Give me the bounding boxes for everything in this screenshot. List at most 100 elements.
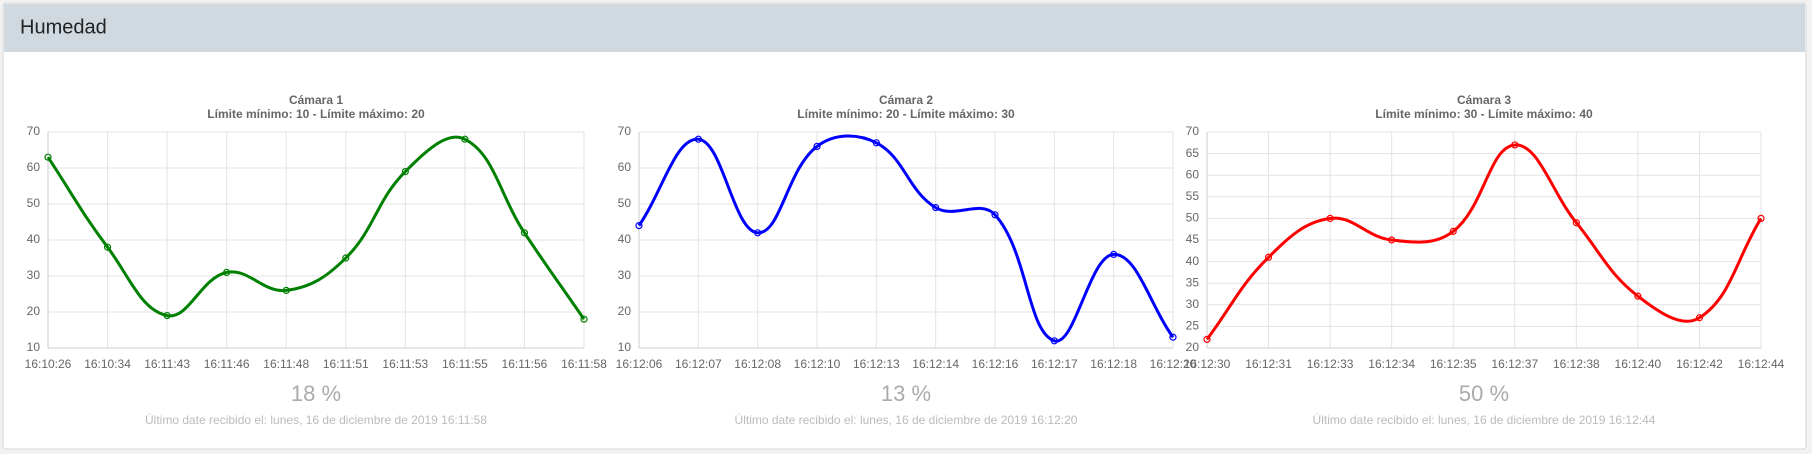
point (1326, 214, 1334, 222)
y-tick-label: 50 (618, 196, 632, 210)
point (813, 142, 821, 150)
point (872, 139, 880, 147)
x-tick-label: 16:12:34 (1368, 357, 1415, 371)
x-tick-label: 16:10:34 (84, 357, 131, 371)
y-tick-label: 10 (618, 340, 632, 354)
reading: 18 % (291, 381, 341, 406)
x-tick-label: 16:12:10 (794, 357, 841, 371)
reading: 50 % (1459, 381, 1509, 406)
y-tick-label: 20 (1186, 340, 1200, 354)
x-tick-label: 16:10:26 (25, 357, 72, 371)
chart-title: Cámara 3 (1457, 93, 1511, 107)
y-tick-label: 70 (618, 124, 632, 138)
point (44, 153, 52, 161)
x-tick-label: 16:11:46 (204, 357, 250, 371)
y-tick-label: 20 (27, 304, 41, 318)
series-line (1205, 143, 1763, 341)
y-tick-label: 30 (27, 268, 41, 282)
x-tick-label: 16:12:14 (912, 357, 959, 371)
point (1110, 250, 1118, 258)
y-tick-label: 65 (1186, 146, 1200, 160)
x-tick-label: 16:12:18 (1090, 357, 1137, 371)
x-tick-label: 16:12:33 (1307, 357, 1354, 371)
x-tick-label: 16:11:53 (382, 357, 428, 371)
x-tick-label: 16:12:30 (1184, 357, 1231, 371)
x-tick-label: 16:11:43 (144, 357, 190, 371)
y-tick-label: 40 (27, 232, 41, 246)
point (163, 312, 171, 320)
y-tick-label: 40 (1186, 254, 1200, 268)
x-tick-label: 16:12:31 (1245, 357, 1292, 371)
y-tick-label: 10 (27, 340, 41, 354)
x-tick-label: 16:11:58 (561, 357, 607, 371)
point (461, 135, 469, 143)
x-tick-label: 16:12:37 (1491, 357, 1538, 371)
point (103, 243, 112, 251)
point (635, 222, 643, 230)
point (282, 286, 290, 294)
point (991, 211, 999, 219)
point (1634, 292, 1642, 300)
x-tick-label: 16:12:08 (734, 357, 781, 371)
x-tick-label: 16:12:44 (1738, 357, 1785, 371)
point (223, 268, 231, 276)
y-tick-label: 60 (1186, 167, 1200, 181)
y-tick-label: 30 (1186, 297, 1200, 311)
y-tick-label: 30 (618, 268, 632, 282)
x-tick-label: 16:11:48 (263, 357, 309, 371)
card-header (4, 4, 1805, 52)
point (694, 135, 702, 143)
point (1169, 333, 1177, 341)
x-tick-label: 16:11:55 (442, 357, 488, 371)
chart-subtitle: Límite mínimo: 20 - Límite máximo: 30 (797, 107, 1015, 121)
y-tick-label: 20 (618, 304, 632, 318)
y-tick-label: 25 (1186, 319, 1200, 333)
y-tick-label: 50 (1186, 211, 1200, 225)
series-line (637, 134, 1175, 343)
point (342, 254, 350, 262)
x-tick-label: 16:12:06 (616, 357, 663, 371)
point (1449, 227, 1457, 235)
header-title: Humedad (20, 16, 107, 38)
series-line (46, 135, 586, 321)
x-tick-label: 16:12:07 (675, 357, 722, 371)
point (401, 168, 409, 176)
point (1695, 314, 1704, 322)
last-received: Último date recibido el: lunes, 16 de di… (145, 412, 487, 427)
point (1757, 214, 1765, 222)
reading: 13 % (881, 381, 931, 406)
point (1264, 253, 1273, 261)
chart-subtitle: Límite mínimo: 10 - Límite máximo: 20 (207, 107, 425, 121)
point (1388, 236, 1396, 244)
point (1050, 337, 1058, 345)
point (754, 229, 762, 237)
last-received: Último date recibido el: lunes, 16 de di… (1313, 412, 1656, 427)
point (1572, 219, 1580, 227)
y-tick-label: 60 (27, 160, 41, 174)
y-tick-label: 35 (1186, 275, 1200, 289)
x-tick-label: 16:11:51 (323, 357, 369, 371)
last-received: Último date recibido el: lunes, 16 de di… (735, 412, 1078, 427)
y-tick-label: 60 (618, 160, 632, 174)
point (1511, 141, 1519, 149)
x-tick-label: 16:12:38 (1553, 357, 1600, 371)
chart-title: Cámara 2 (879, 93, 933, 107)
y-tick-label: 70 (27, 124, 41, 138)
x-tick-label: 16:12:17 (1031, 357, 1078, 371)
x-tick-label: 16:12:16 (972, 357, 1019, 371)
y-tick-label: 50 (27, 196, 41, 210)
x-tick-label: 16:12:20 (1150, 357, 1197, 371)
point (932, 204, 940, 212)
chart-title: Cámara 1 (289, 93, 343, 107)
y-tick-label: 40 (618, 232, 632, 246)
point (580, 315, 588, 323)
x-tick-label: 16:11:56 (502, 357, 548, 371)
point (520, 229, 529, 237)
x-tick-label: 16:12:35 (1430, 357, 1477, 371)
x-tick-label: 16:12:13 (853, 357, 900, 371)
x-tick-label: 16:12:40 (1615, 357, 1662, 371)
y-tick-label: 55 (1186, 189, 1200, 203)
y-tick-label: 70 (1186, 124, 1200, 138)
